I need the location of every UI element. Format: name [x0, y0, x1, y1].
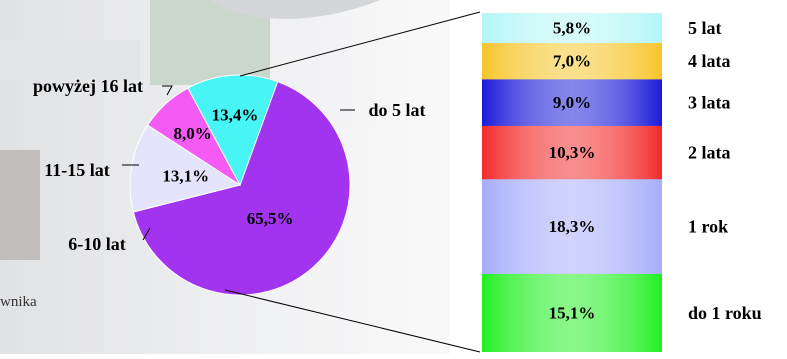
pie-slice-do-5-lat — [132, 80, 351, 296]
bar-category-label-3-lata: 3 lata — [688, 93, 731, 113]
bar-value-label-4-lata: 7,0% — [553, 52, 591, 71]
bar-category-label-5-lat: 5 lat — [688, 18, 722, 38]
bar-segment-group-3-lata: 9,0% 3 lata — [482, 79, 731, 126]
bar-segment-shine-3-lata — [482, 79, 662, 126]
pie-leader-line-powyżej-16-lat — [162, 85, 173, 96]
bar-segment-shine-5-lat — [482, 13, 662, 44]
bar-segment-shine-2-lata — [482, 125, 662, 180]
bar-value-label-1-rok: 18,3% — [549, 217, 596, 236]
bar-segment-shine-4-lata — [482, 43, 662, 80]
connector-line-bottom — [224, 289, 481, 353]
bar-segment-shine-1-rok — [482, 179, 662, 274]
bar-segment-group-4-lata: 7,0% 4 lata — [482, 43, 731, 80]
pie-slice-6-10-lat — [129, 124, 242, 213]
pie-value-label-do-5-lat: 65,5% — [247, 209, 294, 228]
bar-value-label-2-lata: 10,3% — [549, 143, 596, 162]
pie-category-label-powyżej-16-lat: powyżej 16 lat — [33, 76, 143, 96]
bar-segment-group-5-lat: 5,8% 5 lat — [482, 13, 722, 44]
bar-segment-group-1-rok: 18,3% 1 rok — [482, 179, 728, 274]
pie-category-label-11-15-lat: 11-15 lat — [44, 160, 110, 180]
bar-value-label-5-lat: 5,8% — [553, 19, 591, 38]
pie-value-label-11-15-lat: 8,0% — [173, 124, 211, 143]
connector-line-top — [239, 11, 481, 77]
source-footnote: wnika — [0, 294, 37, 310]
bar-category-label-2-lata: 2 lata — [688, 142, 731, 162]
pie-leader-line-6-10-lat — [142, 227, 151, 241]
bar-value-label-3-lata: 9,0% — [553, 93, 591, 112]
bar-segment-group-2-lata: 10,3% 2 lata — [482, 125, 731, 180]
bar-value-label-do-1-roku: 15,1% — [549, 303, 596, 322]
bar-category-label-1-rok: 1 rok — [688, 216, 728, 236]
pie-value-label-6-10-lat: 13,1% — [162, 167, 209, 186]
bar-segment-shine-do-1-roku — [482, 273, 662, 352]
pie-slice-powyżej-16-lat — [187, 74, 279, 187]
bar-segment-group-do-1-roku: 15,1% do 1 roku — [482, 273, 762, 352]
pie-category-label-do-5-lat: do 5 lat — [368, 100, 425, 120]
pie-value-label-powyżej-16-lat: 13,4% — [212, 106, 259, 125]
bar-category-label-do-1-roku: do 1 roku — [688, 303, 762, 323]
pie-category-label-6-10-lat: 6-10 lat — [68, 234, 126, 254]
bar-category-label-4-lata: 4 lata — [688, 51, 731, 71]
